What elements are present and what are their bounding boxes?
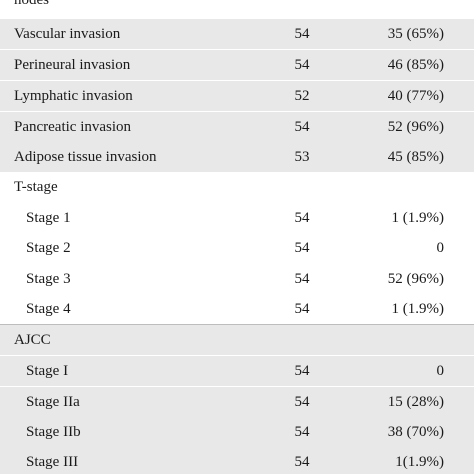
row-n: 53: [294, 149, 310, 165]
row-n: 54: [294, 363, 310, 379]
table-row-nodes: nodes: [0, 0, 474, 15]
table-row-section-t-stage: T-stage: [0, 172, 474, 202]
table-row-section-ajcc: AJCC: [0, 325, 474, 355]
table-row: Vascular invasion 54 35 (65%): [0, 19, 474, 49]
section-divider: [0, 324, 474, 325]
row-n: 54: [294, 394, 310, 410]
table-row: Stage 4 54 1 (1.9%): [0, 294, 474, 324]
row-label: Stage IIa: [26, 394, 80, 410]
row-label: Vascular invasion: [14, 26, 121, 42]
row-n: 54: [294, 240, 310, 256]
row-n: 54: [294, 26, 310, 42]
table-row: Stage IIb 54 38 (70%): [0, 417, 474, 447]
row-label: Stage 1: [26, 210, 71, 226]
row-label: Stage 4: [26, 301, 71, 317]
table-row: Pancreatic invasion 54 52 (96%): [0, 112, 474, 142]
row-label: nodes: [14, 0, 49, 8]
row-value: 52 (96%): [387, 119, 444, 135]
table-row: Perineural invasion 54 46 (85%): [0, 50, 474, 80]
row-n: 54: [294, 271, 310, 287]
row-value: 38 (70%): [387, 424, 444, 440]
row-n: 54: [294, 301, 310, 317]
row-label: Stage IIb: [26, 424, 81, 440]
row-value: 0: [436, 363, 445, 379]
row-value: 0: [436, 240, 445, 256]
row-label: Stage I: [26, 363, 69, 379]
section-heading: AJCC: [14, 332, 51, 348]
row-value: 1 (1.9%): [391, 210, 445, 226]
row-value: 15 (28%): [387, 394, 444, 410]
row-value: 35 (65%): [387, 26, 444, 42]
row-label: Perineural invasion: [14, 57, 131, 73]
table-row: Stage I 54 0: [0, 356, 474, 386]
row-label: Lymphatic invasion: [14, 88, 133, 104]
table-row: Stage IIa 54 15 (28%): [0, 387, 474, 417]
row-n: 52: [294, 88, 310, 104]
row-n: 54: [294, 210, 310, 226]
row-value: 1(1.9%): [395, 454, 444, 470]
section-heading: T-stage: [14, 179, 58, 195]
row-label: Adipose tissue invasion: [14, 149, 157, 165]
row-value: 52 (96%): [387, 271, 444, 287]
row-label: Stage 3: [26, 271, 71, 287]
row-label: Stage 2: [26, 240, 71, 256]
row-value: 1 (1.9%): [391, 301, 445, 317]
row-n: 54: [294, 424, 310, 440]
row-value: 46 (85%): [387, 57, 444, 73]
table-row: Stage 3 54 52 (96%): [0, 264, 474, 294]
table-row: Stage 1 54 1 (1.9%): [0, 203, 474, 233]
table-row: Stage 2 54 0: [0, 233, 474, 263]
row-label: Pancreatic invasion: [14, 119, 132, 135]
row-value: 45 (85%): [387, 149, 444, 165]
row-n: 54: [294, 454, 310, 470]
table-row: Stage III 54 1(1.9%): [0, 447, 474, 474]
row-label: Stage III: [26, 454, 79, 470]
row-value: 40 (77%): [387, 88, 444, 104]
row-n: 54: [294, 57, 310, 73]
table-row: Adipose tissue invasion 53 45 (85%): [0, 142, 474, 172]
table-row: Lymphatic invasion 52 40 (77%): [0, 81, 474, 111]
row-n: 54: [294, 119, 310, 135]
